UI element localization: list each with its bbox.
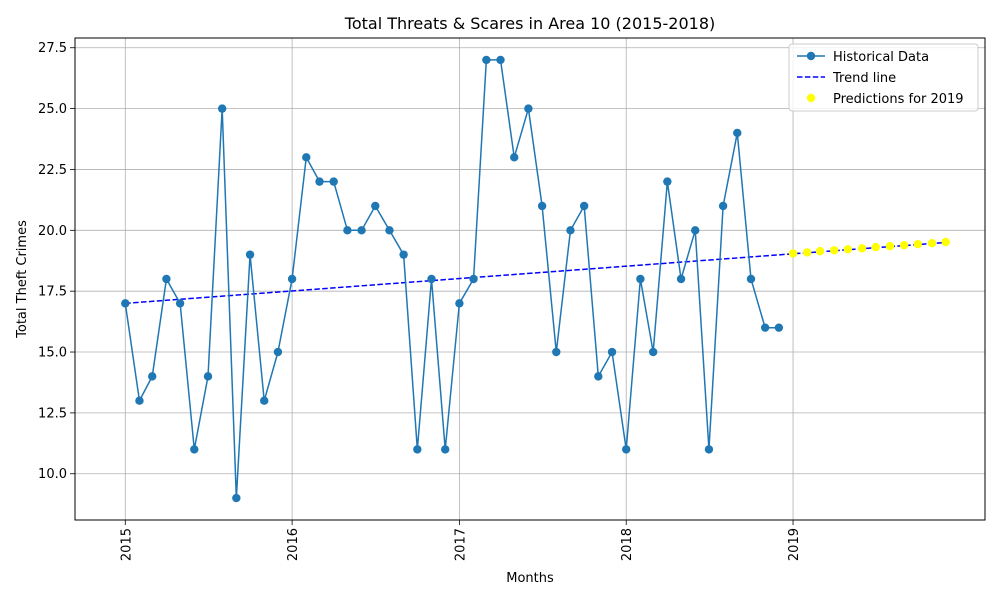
historical-point: [622, 445, 631, 454]
historical-point: [162, 274, 171, 284]
historical-point: [496, 55, 505, 65]
historical-point: [566, 226, 575, 235]
y-tick-label: 17.5: [38, 285, 67, 300]
prediction-point: [871, 242, 880, 252]
historical-point: [287, 274, 297, 284]
y-tick-label: 27.5: [38, 41, 67, 56]
y-tick-label: 12.5: [38, 406, 67, 421]
historical-series: [121, 55, 784, 503]
historical-point: [760, 323, 770, 332]
y-tick-label: 25.0: [38, 102, 67, 117]
prediction-point: [815, 247, 825, 256]
historical-point: [343, 226, 352, 235]
historical-point: [704, 445, 714, 454]
prediction-point: [913, 239, 923, 249]
historical-line: [124, 59, 779, 499]
prediction-point: [857, 244, 867, 253]
prediction-point: [927, 239, 937, 248]
prediction-point: [829, 246, 839, 255]
y-axis: 10.0 12.5 15.0 17.5 20.0 22.5 25.0 27.5: [38, 41, 75, 482]
historical-point: [357, 226, 366, 235]
y-axis-title: Total Theft Crimes: [15, 220, 30, 339]
x-axis-title: Months: [506, 571, 554, 586]
x-tick-label: 2018: [620, 528, 635, 561]
prediction-point: [941, 237, 950, 247]
historical-point: [273, 347, 283, 357]
legend: Historical Data Trend line Predictions f…: [788, 43, 979, 112]
historical-point: [203, 372, 213, 381]
historical-point: [427, 274, 436, 284]
historical-point: [190, 445, 199, 454]
historical-point: [302, 153, 311, 162]
historical-point: [121, 299, 130, 308]
historical-point: [774, 323, 784, 332]
historical-point: [524, 104, 533, 113]
x-tick-label: 2015: [119, 528, 134, 561]
historical-point: [371, 201, 380, 211]
historical-point: [455, 299, 464, 308]
legend-trend-label: Trend line: [832, 71, 896, 86]
historical-point: [718, 201, 728, 211]
historical-point: [663, 177, 672, 186]
x-axis: 2015 2016 2017 2018 2019: [119, 520, 802, 561]
prediction-point: [899, 240, 909, 250]
legend-historical-label: Historical Data: [833, 50, 929, 65]
prediction-point: [803, 248, 812, 257]
historical-point: [148, 372, 157, 381]
y-tick-label: 15.0: [38, 346, 67, 361]
plot-frame: [74, 37, 986, 521]
historical-point: [537, 201, 547, 211]
prediction-series: [788, 237, 950, 258]
historical-point: [579, 201, 589, 211]
historical-point: [552, 347, 561, 357]
historical-point: [217, 104, 227, 113]
prediction-point: [788, 249, 798, 258]
y-tick-label: 20.0: [38, 224, 67, 239]
historical-point: [245, 250, 255, 259]
prediction-point: [843, 245, 853, 254]
historical-point: [607, 347, 617, 357]
legend-box: [788, 43, 979, 112]
x-tick-label: 2019: [787, 528, 802, 561]
historical-point: [691, 226, 700, 235]
historical-point: [441, 445, 450, 454]
trend-line-path: [125, 241, 946, 305]
historical-point: [413, 445, 422, 454]
legend-prediction-label: Predictions for 2019: [833, 92, 964, 107]
historical-point: [733, 128, 742, 138]
historical-point: [175, 299, 185, 308]
historical-point: [385, 226, 394, 235]
x-tick-label: 2017: [453, 528, 468, 561]
historical-point: [329, 177, 338, 186]
prediction-point: [885, 241, 895, 251]
x-tick-label: 2016: [286, 528, 301, 561]
y-tick-label: 10.0: [38, 467, 67, 482]
historical-point: [746, 274, 756, 284]
historical-point: [399, 250, 408, 259]
historical-point: [636, 274, 645, 284]
historical-point: [315, 177, 324, 186]
y-tick-label: 22.5: [38, 163, 67, 178]
historical-point: [260, 396, 269, 405]
historical-point: [135, 396, 144, 405]
legend-historical-marker: [806, 51, 816, 61]
historical-point: [594, 372, 603, 381]
trend-line: [125, 241, 946, 305]
legend-prediction-marker: [806, 93, 816, 103]
historical-point: [482, 55, 491, 65]
historical-point: [232, 493, 241, 503]
historical-point: [648, 347, 658, 357]
historical-point: [676, 274, 686, 284]
chart-title: Total Threats & Scares in Area 10 (2015-…: [344, 14, 715, 33]
historical-point: [510, 153, 519, 162]
historical-point: [469, 274, 478, 284]
